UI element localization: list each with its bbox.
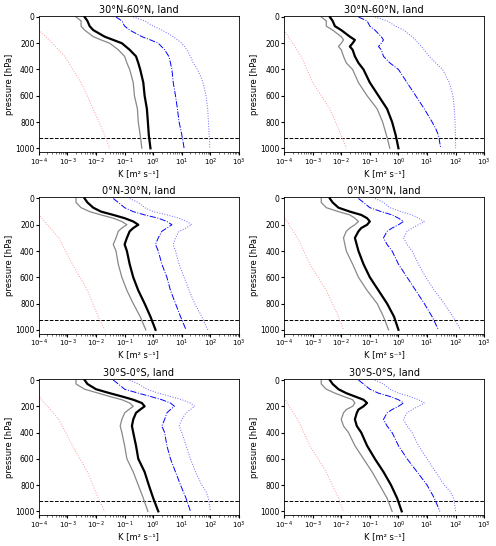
X-axis label: K [m² s⁻¹]: K [m² s⁻¹] bbox=[364, 532, 405, 541]
Y-axis label: pressure [hPa]: pressure [hPa] bbox=[250, 235, 259, 296]
X-axis label: K [m² s⁻¹]: K [m² s⁻¹] bbox=[364, 351, 405, 360]
Y-axis label: pressure [hPa]: pressure [hPa] bbox=[250, 417, 259, 478]
X-axis label: K [m² s⁻¹]: K [m² s⁻¹] bbox=[364, 169, 405, 178]
Title: 30°S-0°S, land: 30°S-0°S, land bbox=[104, 368, 175, 378]
Title: 30°N-60°N, land: 30°N-60°N, land bbox=[99, 5, 179, 15]
Y-axis label: pressure [hPa]: pressure [hPa] bbox=[250, 54, 259, 115]
Title: 0°N-30°N, land: 0°N-30°N, land bbox=[102, 186, 176, 197]
Title: 0°N-30°N, land: 0°N-30°N, land bbox=[347, 186, 421, 197]
Y-axis label: pressure [hPa]: pressure [hPa] bbox=[5, 417, 14, 478]
Title: 30°S-0°S, land: 30°S-0°S, land bbox=[349, 368, 420, 378]
Y-axis label: pressure [hPa]: pressure [hPa] bbox=[5, 235, 14, 296]
Title: 30°N-60°N, land: 30°N-60°N, land bbox=[344, 5, 424, 15]
X-axis label: K [m² s⁻¹]: K [m² s⁻¹] bbox=[119, 351, 159, 360]
X-axis label: K [m² s⁻¹]: K [m² s⁻¹] bbox=[119, 532, 159, 541]
Y-axis label: pressure [hPa]: pressure [hPa] bbox=[5, 54, 14, 115]
X-axis label: K [m² s⁻¹]: K [m² s⁻¹] bbox=[119, 169, 159, 178]
